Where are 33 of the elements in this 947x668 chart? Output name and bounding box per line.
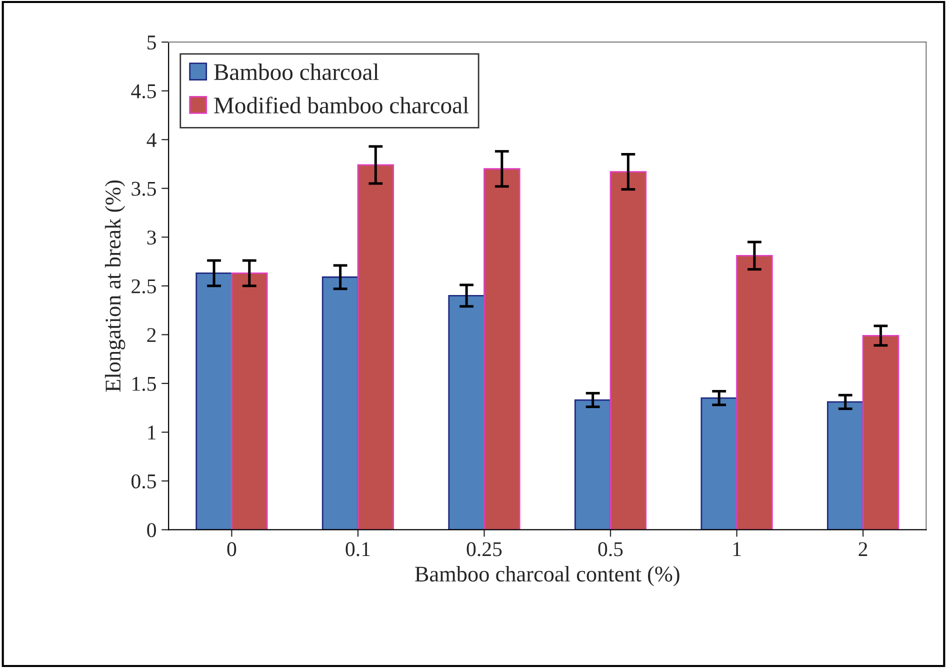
y-tick-label: 1.5 [132,376,156,391]
x-tick-label: 0 [227,542,236,556]
x-tick-label: 0.1 [346,542,370,556]
bar [610,171,647,530]
bar [484,168,520,530]
x-axis-title: Bamboo charcoal content (%) [415,566,680,586]
y-tick-label: 4 [146,133,156,147]
x-tick-label: 0.25 [466,542,502,556]
y-tick-label: 2 [147,328,156,342]
legend-label: Modified bamboo charcoal [214,96,469,114]
bar [196,272,232,530]
x-tick-label: 0.5 [598,542,623,556]
bar [826,401,864,530]
y-axis-title: Elongation at break (%) [104,180,126,392]
bar [231,272,268,530]
y-tick-label: 5 [148,36,156,50]
bar [862,334,900,530]
bar [322,276,359,530]
y-tick-label: 0 [147,523,156,538]
bar [700,397,738,530]
bar [574,399,612,530]
y-tick-label: 0.5 [132,474,156,488]
y-tick-label: 2.5 [132,279,156,294]
bar [448,294,485,530]
bar [736,254,773,530]
y-tick-label: 3.5 [132,182,156,196]
x-tick-label: 2 [858,542,868,556]
legend-label: Bamboo charcoal [214,63,379,80]
bar [357,164,394,530]
y-tick-label: 3 [147,230,156,245]
x-tick-label: 1 [733,542,741,556]
y-tick-label: 4.5 [131,84,156,98]
y-tick-label: 1 [148,426,156,440]
